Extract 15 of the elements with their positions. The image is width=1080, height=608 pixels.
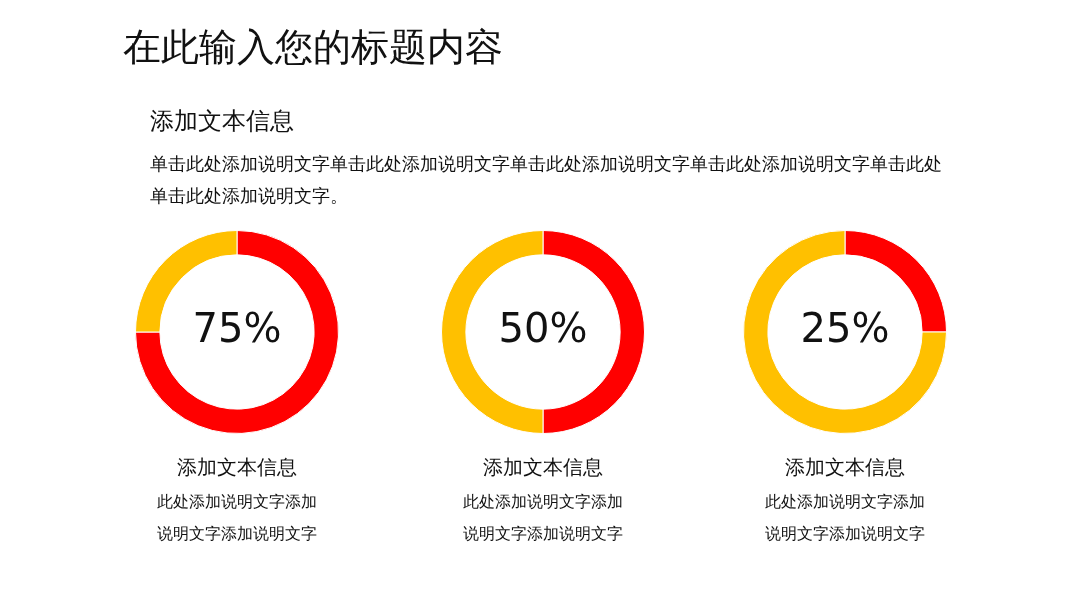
data-label: 75% — [192, 305, 282, 352]
text: 添加文本信息 — [784, 454, 906, 481]
data-label: 25% — [800, 305, 890, 352]
data-label: 50% — [498, 305, 588, 352]
text: 添加文本信息 — [150, 106, 294, 137]
text: 添加文本信息 — [176, 454, 298, 481]
text: 此处添加说明文字添加 — [156, 492, 318, 513]
text: 此处添加说明文字添加 — [764, 492, 926, 513]
text: 在此输入您的标题内容 — [123, 24, 503, 71]
text: 说明文字添加说明文字 — [156, 524, 318, 545]
text: 添加文本信息 — [482, 454, 604, 481]
text: 单击此处添加说明文字单击此处添加说明文字单击此处添加说明文字单击此处添加说明文字单击此处单击此处添加说明文字。 — [150, 152, 943, 208]
text: 说明文字添加说明文字 — [764, 524, 926, 545]
text: 此处添加说明文字添加 — [462, 492, 624, 513]
text: 说明文字添加说明文字 — [462, 524, 624, 545]
